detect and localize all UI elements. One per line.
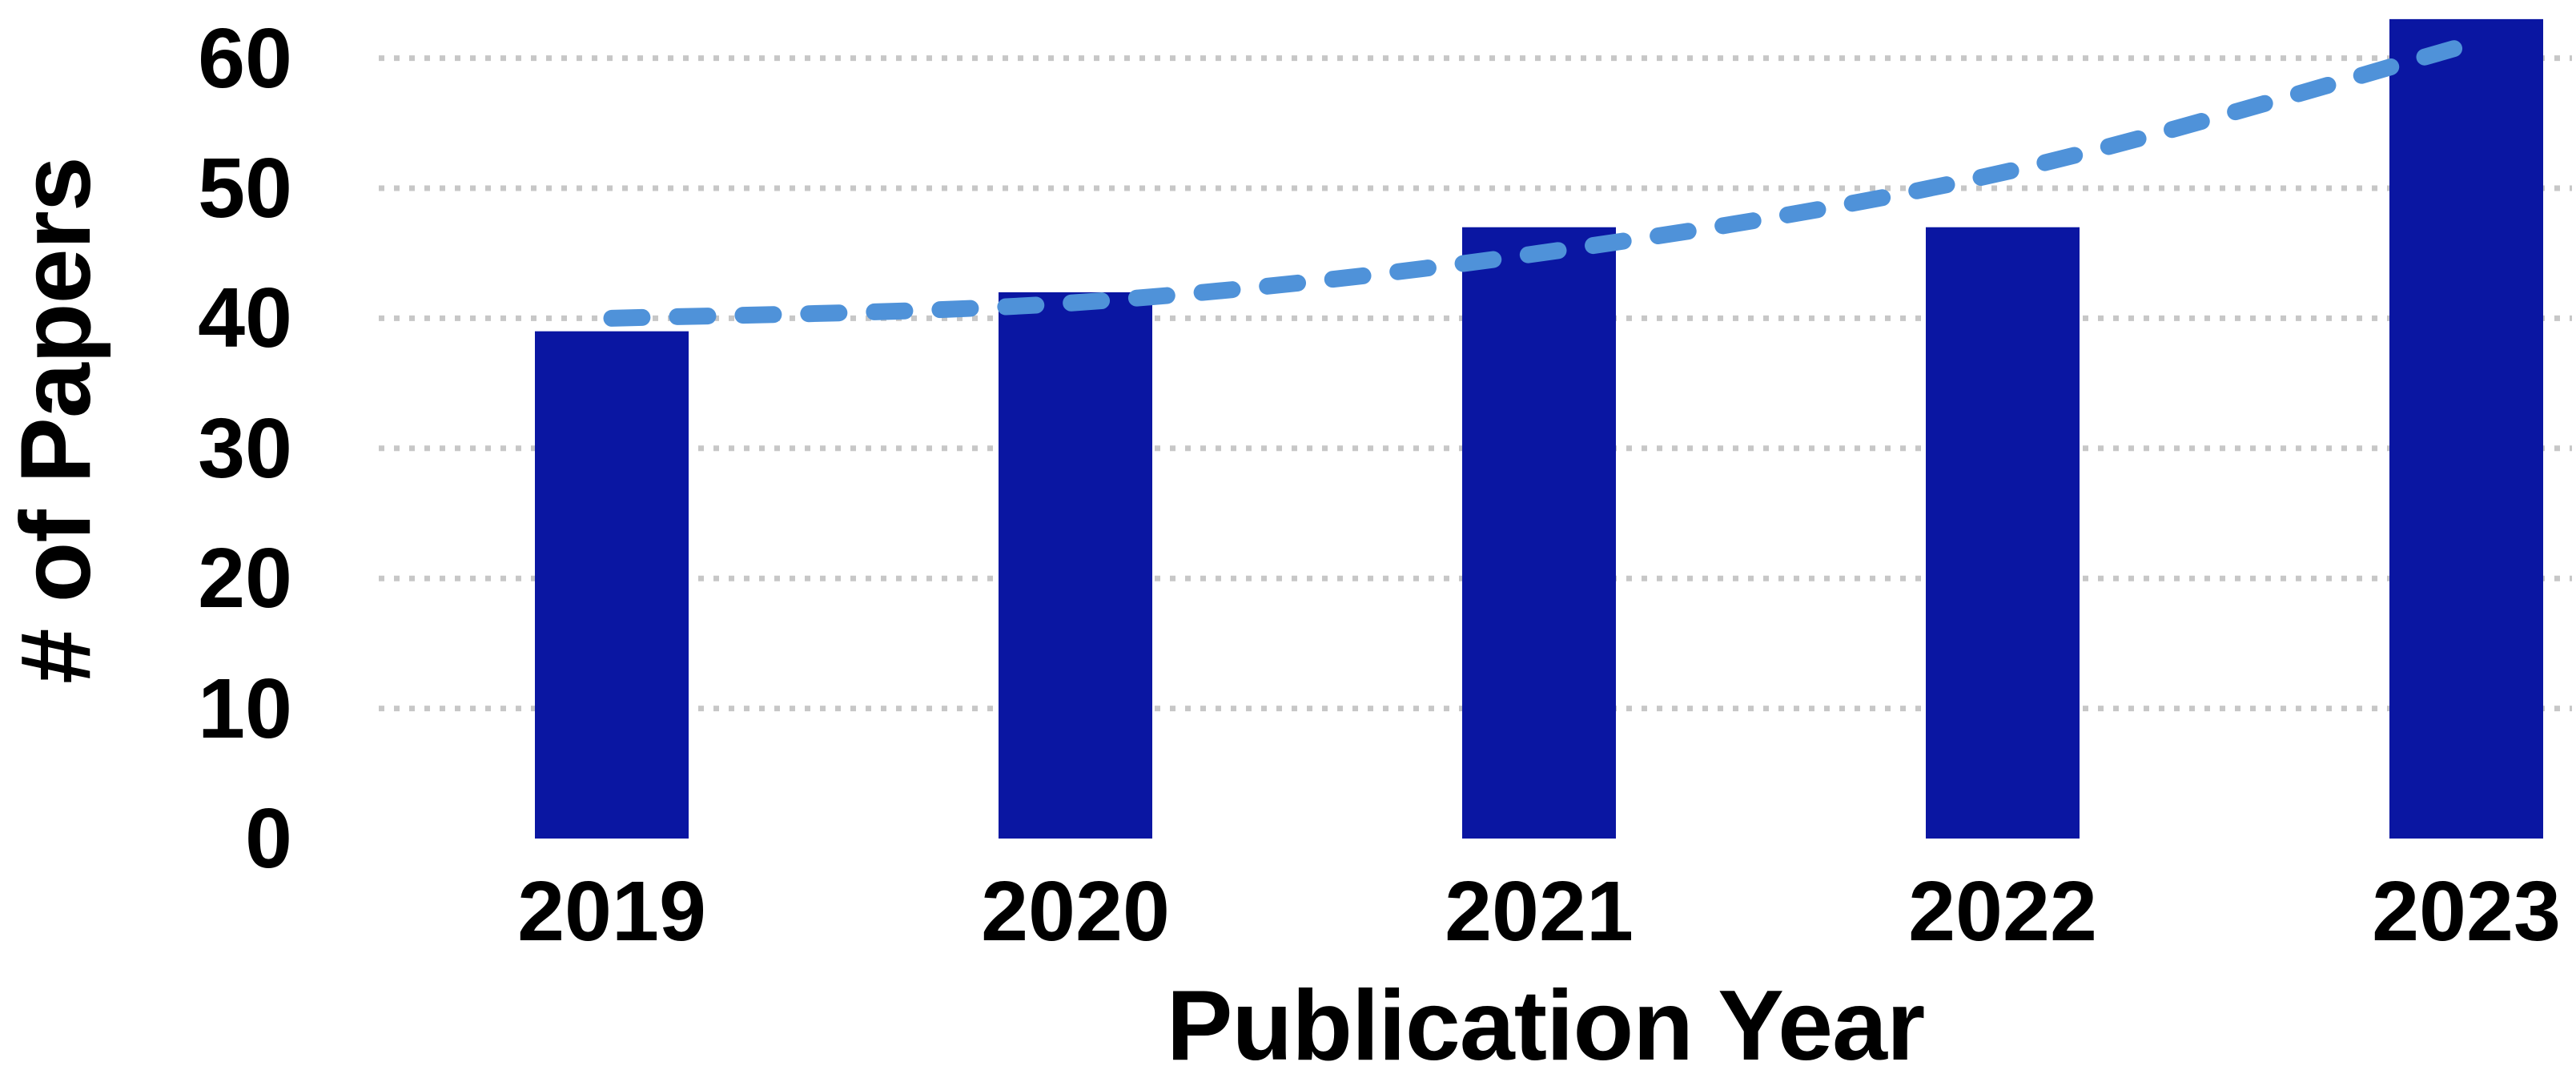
y-tick-label: 60: [198, 10, 292, 106]
x-tick-label: 2019: [517, 864, 706, 959]
y-tick-label: 40: [198, 271, 292, 366]
y-tick-label: 30: [198, 400, 292, 496]
bar-2022: [1926, 227, 2080, 839]
x-tick-label: 2023: [2372, 864, 2561, 959]
bar-2020: [999, 292, 1152, 839]
x-tick-label: 2020: [981, 864, 1170, 959]
trend-line: [603, 36, 2475, 327]
bar-2019: [535, 331, 689, 839]
x-axis-title: Publication Year: [1166, 971, 1926, 1081]
y-axis-title: # of Papers: [1, 157, 111, 684]
bar-2023: [2389, 18, 2543, 839]
y-tick-label: 10: [198, 661, 292, 756]
x-tick-label: 2022: [1908, 864, 2097, 959]
y-tick-label: 20: [198, 531, 292, 626]
y-tick-label: 50: [198, 141, 292, 235]
y-tick-label: 0: [245, 791, 292, 886]
bar-2021: [1462, 227, 1616, 839]
x-tick-label: 2021: [1445, 864, 1634, 959]
